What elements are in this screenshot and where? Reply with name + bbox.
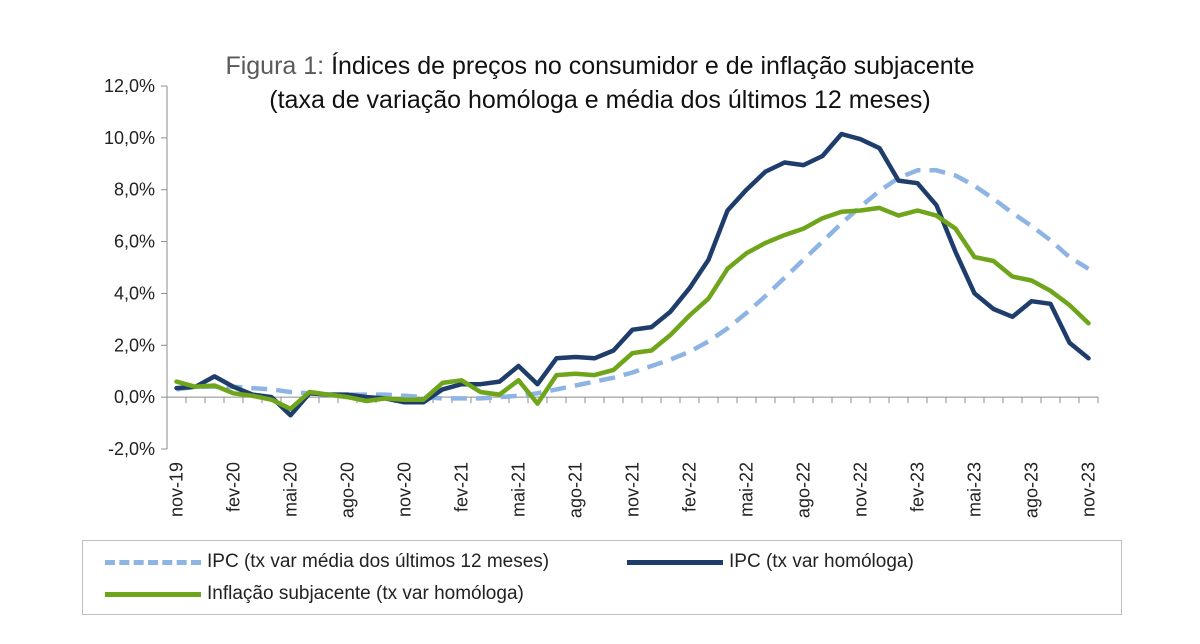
- legend-item-ipc-media: IPC (tx var média dos últimos 12 meses): [105, 551, 549, 573]
- legend-label-inflacao-subjacente: Inflação subjacente (tx var homóloga): [207, 583, 524, 604]
- x-tick-label: nov-21: [623, 462, 643, 517]
- legend-label-ipc-homologa: IPC (tx var homóloga): [729, 551, 914, 572]
- legend-swatch-ipc-homologa: [627, 559, 723, 565]
- x-tick-label: ago-21: [566, 462, 586, 518]
- x-tick-label: mai-20: [281, 462, 301, 517]
- x-tick-label: ago-22: [794, 462, 814, 518]
- series-line-inflacao-subjacente: [174, 205, 1091, 412]
- legend: IPC (tx var média dos últimos 12 meses) …: [82, 540, 1122, 615]
- x-tick-label: fev-23: [908, 462, 928, 512]
- x-tick-label: ago-20: [338, 462, 358, 518]
- series-group: [174, 131, 1091, 418]
- chart-title-main: Índices de preços no consumidor e de inf…: [331, 51, 974, 80]
- y-tick-label: 12,0%: [104, 76, 155, 96]
- x-tick-label: fev-20: [224, 462, 244, 512]
- x-tick-label: fev-21: [452, 462, 472, 512]
- chart-axes: -2,0% 0,0% 2,0% 4,0% 6,0% 8,0% 10,0% 12,0% nov-1…: [104, 76, 1099, 518]
- x-tick-label: ago-23: [1022, 462, 1042, 518]
- legend-item-inflacao-subjacente: Inflação subjacente (tx var homóloga): [105, 583, 524, 605]
- y-tick-label: 2,0%: [114, 335, 155, 355]
- y-tick-label: 0,0%: [114, 387, 155, 407]
- legend-swatch-ipc-media: [105, 559, 201, 565]
- chart-title-line-2: (taxa de variação homóloga e média dos ú…: [269, 86, 930, 114]
- series-line-ipc-media: [176, 168, 1090, 401]
- x-tick-label: nov-22: [851, 462, 871, 517]
- y-tick-label: 4,0%: [114, 283, 155, 303]
- chart-title-line-1: Figura 1: Índices de preços no consumido…: [225, 51, 974, 80]
- legend-item-ipc-homologa: IPC (tx var homóloga): [627, 551, 914, 573]
- x-tick-label: mai-23: [965, 462, 985, 517]
- x-tick-label: nov-19: [167, 462, 187, 517]
- x-tick-label: nov-20: [395, 462, 415, 517]
- y-tick-label: 8,0%: [114, 180, 155, 200]
- x-tick-label: mai-21: [509, 462, 529, 517]
- x-tick-label: nov-23: [1079, 462, 1099, 517]
- legend-swatch-inflacao-subjacente: [105, 591, 201, 597]
- y-tick-label: -2,0%: [108, 439, 155, 459]
- x-tick-label: mai-22: [737, 462, 757, 517]
- legend-label-ipc-media: IPC (tx var média dos últimos 12 meses): [207, 551, 550, 572]
- chart-title-prefix: Figura 1:: [225, 52, 324, 80]
- y-tick-label: 6,0%: [114, 232, 155, 252]
- y-tick-label: 10,0%: [104, 128, 155, 148]
- x-tick-label: fev-22: [680, 462, 700, 512]
